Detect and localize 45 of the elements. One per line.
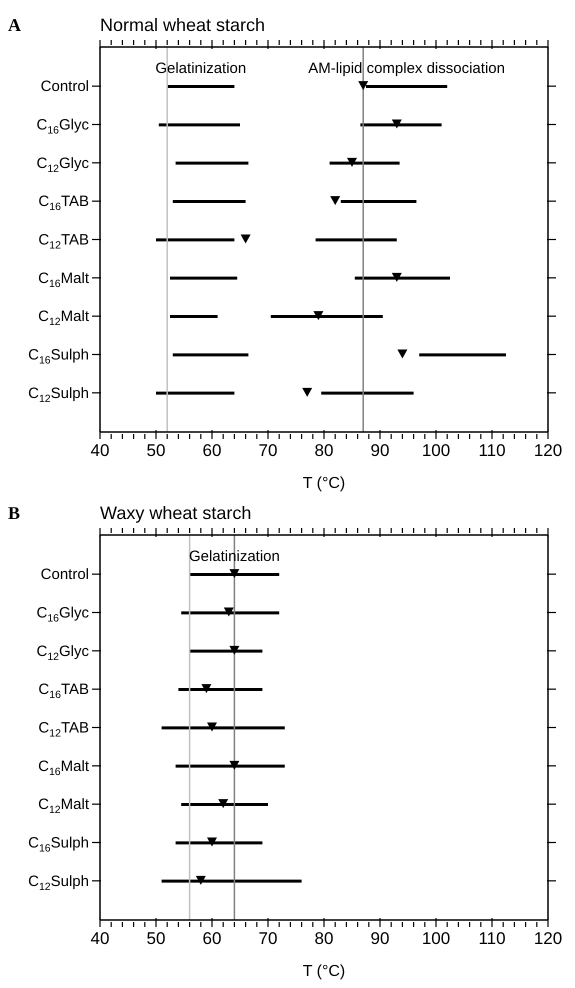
x-axis-title: T (°C) [302,963,346,980]
x-tick-label: 110 [478,441,506,460]
x-tick-label: 90 [370,929,390,948]
x-tick-label: 70 [258,929,278,948]
y-tick-label: C$_{12}$TAB [38,720,89,740]
y-tick-label: C$_{16}$Glyc [36,604,90,624]
x-tick-label: 50 [146,929,166,948]
y-tick-label: C$_{16}$Glyc [36,116,90,136]
x-tick-label: 120 [534,929,562,948]
y-tick-label: C$_{12}$Sulph [28,872,89,893]
x-tick-label: 120 [534,441,562,460]
y-tick-label: C$_{16}$TAB [38,681,89,702]
y-tick-label: C$_{16}$Sulph [28,834,89,854]
y-tick-label: C$_{12}$Sulph [28,384,89,405]
legend-label: Gelatinization [188,548,280,565]
x-tick-label: 60 [202,441,222,460]
y-tick-label: C$_{12}$TAB [38,232,89,252]
x-tick-label: 80 [314,441,334,460]
x-axis-title: T (°C) [302,475,346,492]
y-tick-label: C$_{16}$Malt [38,758,90,778]
x-tick-label: 40 [90,929,110,948]
y-tick-label: C$_{16}$TAB [38,193,89,214]
x-tick-label: 90 [370,441,390,460]
chart-title: Waxy wheat starch [100,503,252,524]
x-tick-label: 100 [422,929,450,948]
x-tick-label: 110 [478,929,506,948]
y-tick-label: C$_{12}$Malt [38,796,90,816]
y-tick-label: C$_{16}$Malt [38,270,90,290]
chart-title: Normal wheat starch [100,15,266,36]
legend-label: AM-lipid complex dissociation [308,60,505,77]
y-tick-label: C$_{12}$Malt [38,308,90,328]
text: A [8,15,22,36]
text: B [8,503,22,524]
y-tick-label: C$_{12}$Glyc [36,642,90,663]
x-tick-label: 40 [90,441,110,460]
x-tick-label: 100 [422,441,450,460]
y-tick-label: Control [40,566,89,584]
x-tick-label: 70 [258,441,278,460]
y-tick-label: C$_{16}$Sulph [28,346,89,366]
x-tick-label: 50 [146,441,166,460]
y-tick-label: C$_{12}$Glyc [36,154,90,175]
legend-label: Gelatinization [155,60,246,77]
x-tick-label: 60 [202,929,222,948]
y-tick-label: Control [40,78,89,96]
x-tick-label: 80 [314,929,334,948]
